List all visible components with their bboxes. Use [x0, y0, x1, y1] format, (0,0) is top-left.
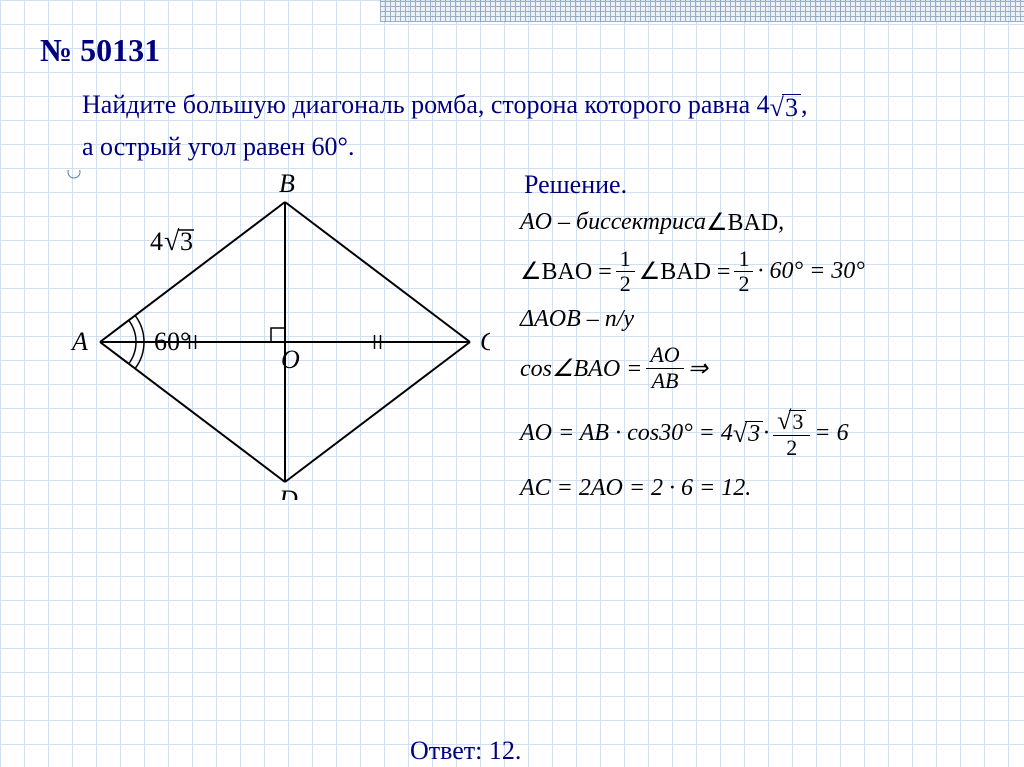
svg-text:A: A [70, 327, 88, 356]
sol5-c: = 6 [814, 420, 848, 447]
sol4-a: cos∠BAO = [520, 354, 642, 383]
solution: Решение. AO – биссектриса ∠BAD , ∠BAO = … [520, 170, 1020, 508]
frac-ao-ab: AO AB [646, 343, 683, 392]
frac-ab: AB [648, 369, 683, 393]
sol3: ΔAOB – п/у [520, 306, 634, 333]
sol5-a: AO = AB · cos30° = 4 [520, 420, 733, 447]
frac-num: 1 [616, 247, 635, 272]
sol2-a: ∠BAO = [520, 257, 612, 286]
sol6: AC = 2AO = 2 · 6 = 12. [520, 475, 751, 502]
sol4-b: ⇒ [688, 354, 708, 383]
sqrt-rad-b: 3 [789, 410, 806, 433]
svg-text:D: D [278, 485, 298, 500]
page: № 50131 Найдите большую диагональ ромба,… [0, 0, 1024, 767]
sol1-post: , [778, 209, 784, 236]
sol2-c: · 60° = 30° [757, 258, 864, 285]
frac-num2: 1 [734, 247, 753, 272]
sol2-b: ∠BAD = [639, 257, 731, 286]
svg-text:60°: 60° [154, 327, 190, 356]
frac-half-1: 1 2 [616, 247, 635, 296]
frac-den2: 2 [734, 272, 753, 296]
svg-text:3: 3 [180, 227, 193, 256]
solution-line-1: AO – биссектриса ∠BAD , [520, 208, 1020, 237]
task-number: № 50131 [40, 32, 984, 69]
frac-den: 2 [616, 272, 635, 296]
solution-heading: Решение. [524, 170, 1020, 200]
sol1-pre: AO – биссектриса [520, 209, 706, 236]
solution-line-5: AO = AB · cos30° = 4 √3 · √3 2 = 6 [520, 407, 1020, 461]
frac-half-2: 1 2 [734, 247, 753, 296]
frac-num-sqrt3: √3 [773, 407, 810, 437]
svg-text:√: √ [164, 226, 180, 257]
sqrt-rad-a: 3 [745, 421, 763, 446]
rhombus-diagram: A B C D O 60° 4√3 [50, 170, 490, 500]
sol1-angle: ∠BAD [706, 208, 778, 237]
sqrt-3-a: √3 [733, 419, 763, 449]
problem-line-2: а острый угол равен 60°. [82, 132, 354, 161]
problem-statement: Найдите большую диагональ ромба, сторона… [82, 85, 982, 166]
solution-line-2: ∠BAO = 1 2 ∠BAD = 1 2 · 60° = 30° [520, 247, 1020, 296]
frac-ao: AO [646, 343, 683, 368]
solution-line-3: ΔAOB – п/у [520, 306, 1020, 333]
solution-line-6: AC = 2AO = 2 · 6 = 12. [520, 475, 1020, 502]
rhombus-svg: A B C D O 60° 4√3 [50, 170, 490, 500]
svg-text:4: 4 [150, 227, 163, 256]
svg-text:C: C [480, 327, 490, 356]
sol5-b: · [763, 420, 769, 447]
problem-line-1: Найдите большую диагональ ромба, сторона… [82, 90, 807, 119]
content: ABCDO60°4√3 Решение. AO – биссектриса ∠B… [40, 170, 984, 727]
svg-text:B: B [279, 170, 295, 198]
frac-den-2: 2 [782, 436, 801, 460]
answer: Ответ: 12. [410, 736, 521, 766]
frac-sqrt3-2: √3 2 [773, 407, 810, 461]
svg-text:O: O [281, 345, 300, 374]
solution-line-4: cos∠BAO = AO AB ⇒ [520, 343, 1020, 392]
